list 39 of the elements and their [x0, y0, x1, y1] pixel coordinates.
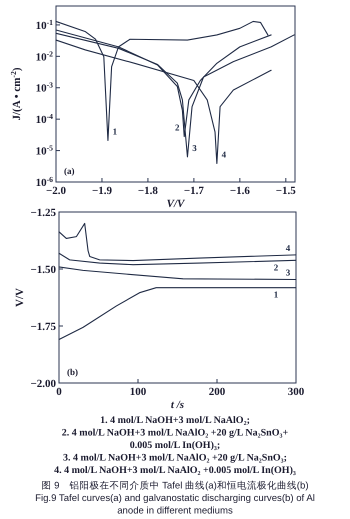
x-tick-label: 200: [208, 386, 226, 398]
text: 0.005 mol/L In(OH)₃;: [130, 440, 220, 451]
series-label: 1: [274, 290, 279, 300]
y-tick-label: −1.25: [30, 207, 56, 219]
y-axis-title: V/V: [14, 288, 26, 307]
x-axis-title: V/V: [166, 198, 186, 210]
series-label: 4: [286, 242, 291, 253]
series-label: 4: [222, 149, 227, 160]
y-tick-label: 10$^{-2}$: [36, 48, 54, 64]
y-tick-label: 10$^{-4}$: [36, 112, 54, 126]
x-tick-label: −1.5: [276, 185, 296, 197]
annotation: (a): [64, 166, 74, 176]
series-label: 2: [174, 122, 180, 133]
text: 3. 4 mol/L NaOH+3 mol/L NaAlO₂ +20 g/L Na₂SnO₃;: [62, 452, 288, 464]
caption: 图 9 铝阳极在不同介质中 Tafel 曲线(a)和恒电流极化曲线(b): [41, 480, 309, 492]
text: anode in different mediums: [117, 506, 233, 516]
text: 4. 4 mol/L NaOH+3 mol/L NaAlO₂ +0.005 mol/L In(OH)₃: [54, 465, 296, 476]
text: 1. 4 mol/L NaOH+3 mol/L NaAlO₂;: [100, 415, 250, 426]
series-label: 3: [286, 267, 291, 278]
y-tick-label: −2.00: [30, 378, 56, 390]
annotation: (b): [67, 367, 78, 377]
x-axis-title: t /s: [170, 399, 184, 411]
series-label: 1: [112, 126, 118, 136]
x-tick-label: −1.6: [230, 185, 250, 197]
text: 2. 4 mol/L NaOH+3 mol/L NaAlO₂ +20 g/L Na₂SnO₃+: [62, 428, 288, 438]
caption: Fig.9 Tafel curves(a) and galvanostatic discharging curves(b) of Al: [35, 493, 315, 504]
x-tick-label: 300: [288, 386, 305, 398]
x-tick-label: 0: [56, 386, 62, 398]
y-tick-label: −1.50: [30, 264, 56, 276]
x-tick-label: −1.9: [92, 185, 112, 197]
x-tick-label: 100: [130, 386, 147, 398]
y-tick-label: 10$^{-1}$: [36, 17, 54, 32]
y-tick-label: 10$^{-3}$: [36, 80, 54, 95]
x-tick-label: −1.8: [138, 185, 158, 197]
x-tick-label: −1.7: [184, 185, 204, 197]
series-label: 2: [274, 262, 279, 272]
y-tick-label: 10$^{-5}$: [36, 143, 54, 158]
series-label: 3: [192, 142, 198, 153]
y-tick-label: −1.75: [30, 321, 56, 333]
